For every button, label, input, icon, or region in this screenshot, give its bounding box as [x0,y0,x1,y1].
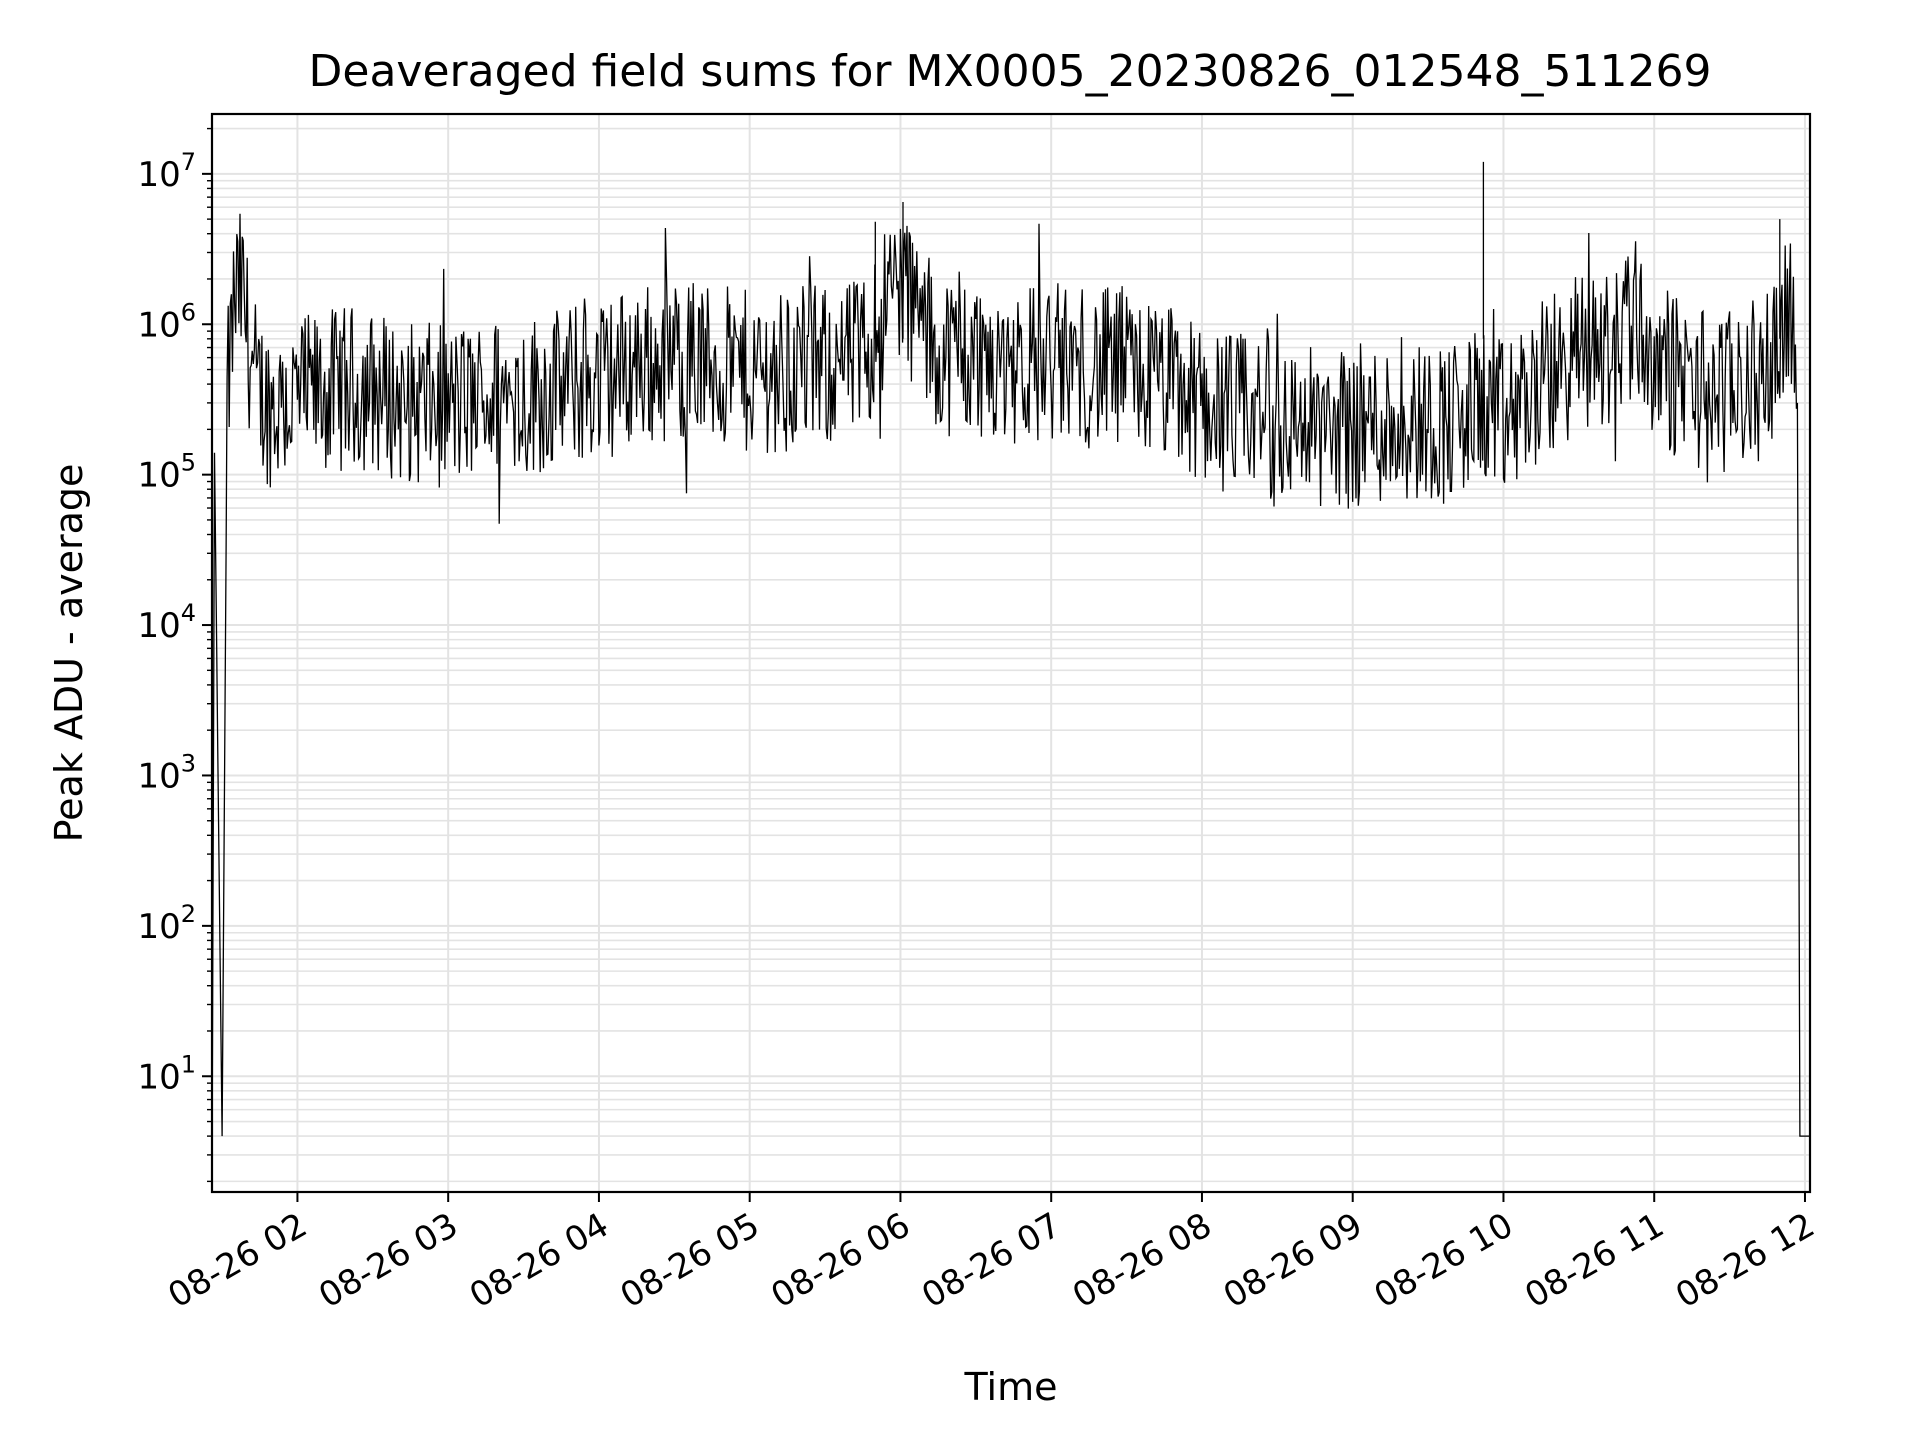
x-tick-label: 08-26 05 [614,1205,766,1316]
series-line [211,161,1810,1182]
x-tick-label: 08-26 02 [162,1205,314,1316]
x-tick-label: 08-26 10 [1368,1205,1520,1316]
y-axis-label: Peak ADU - average [47,464,91,843]
x-tick-label: 08-26 11 [1518,1205,1670,1316]
chart-title: Deaveraged field sums for MX0005_2023082… [309,46,1712,97]
y-tick-label: 101 [137,1050,196,1097]
y-tick-label: 105 [137,449,196,496]
y-axis: 101 102 103 104 105 106 107 [137,127,212,1183]
y-tick-label: 103 [137,749,196,796]
y-tick-label: 107 [137,148,196,195]
y-tick-label: 104 [137,599,196,646]
y-tick-label: 102 [137,900,196,947]
x-tick-label: 08-26 04 [463,1205,615,1316]
series-layer [211,161,1810,1182]
x-tick-label: 08-26 06 [765,1205,917,1316]
plot-frame [210,112,1812,1194]
x-tick-label: 08-26 09 [1217,1205,1369,1316]
x-axis-label: Time [964,1365,1058,1409]
y-tick-label: 106 [137,298,196,345]
grid [212,114,1810,1192]
x-tick-label: 08-26 12 [1669,1205,1821,1316]
x-tick-label: 08-26 08 [1066,1205,1218,1316]
x-tick-label: 08-26 07 [915,1205,1067,1316]
x-tick-label: 08-26 03 [312,1205,464,1316]
